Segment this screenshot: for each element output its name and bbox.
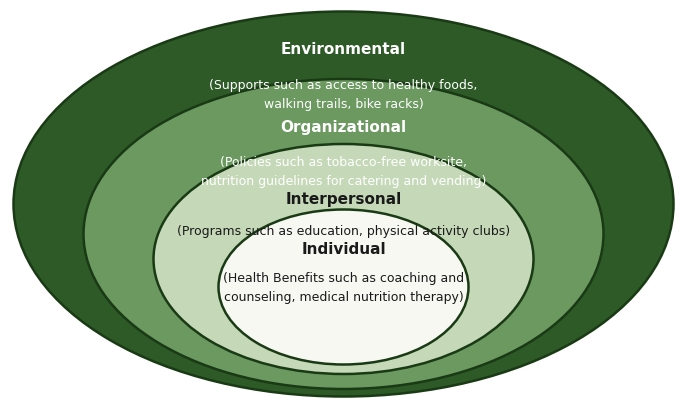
Text: Environmental: Environmental xyxy=(281,43,406,57)
Ellipse shape xyxy=(14,12,673,397)
Text: (Programs such as education, physical activity clubs): (Programs such as education, physical ac… xyxy=(177,225,510,238)
Text: Interpersonal: Interpersonal xyxy=(285,192,402,207)
Ellipse shape xyxy=(218,210,469,364)
Ellipse shape xyxy=(153,145,534,374)
Text: (Supports such as access to healthy foods,
walking trails, bike racks): (Supports such as access to healthy food… xyxy=(210,79,477,111)
Text: (Policies such as tobacco-free worksite,
nutrition guidelines for catering and v: (Policies such as tobacco-free worksite,… xyxy=(201,155,486,188)
Text: (Health Benefits such as coaching and
counseling, medical nutrition therapy): (Health Benefits such as coaching and co… xyxy=(223,271,464,303)
Ellipse shape xyxy=(84,80,603,389)
Text: Individual: Individual xyxy=(301,242,386,257)
Text: Organizational: Organizational xyxy=(280,120,407,135)
